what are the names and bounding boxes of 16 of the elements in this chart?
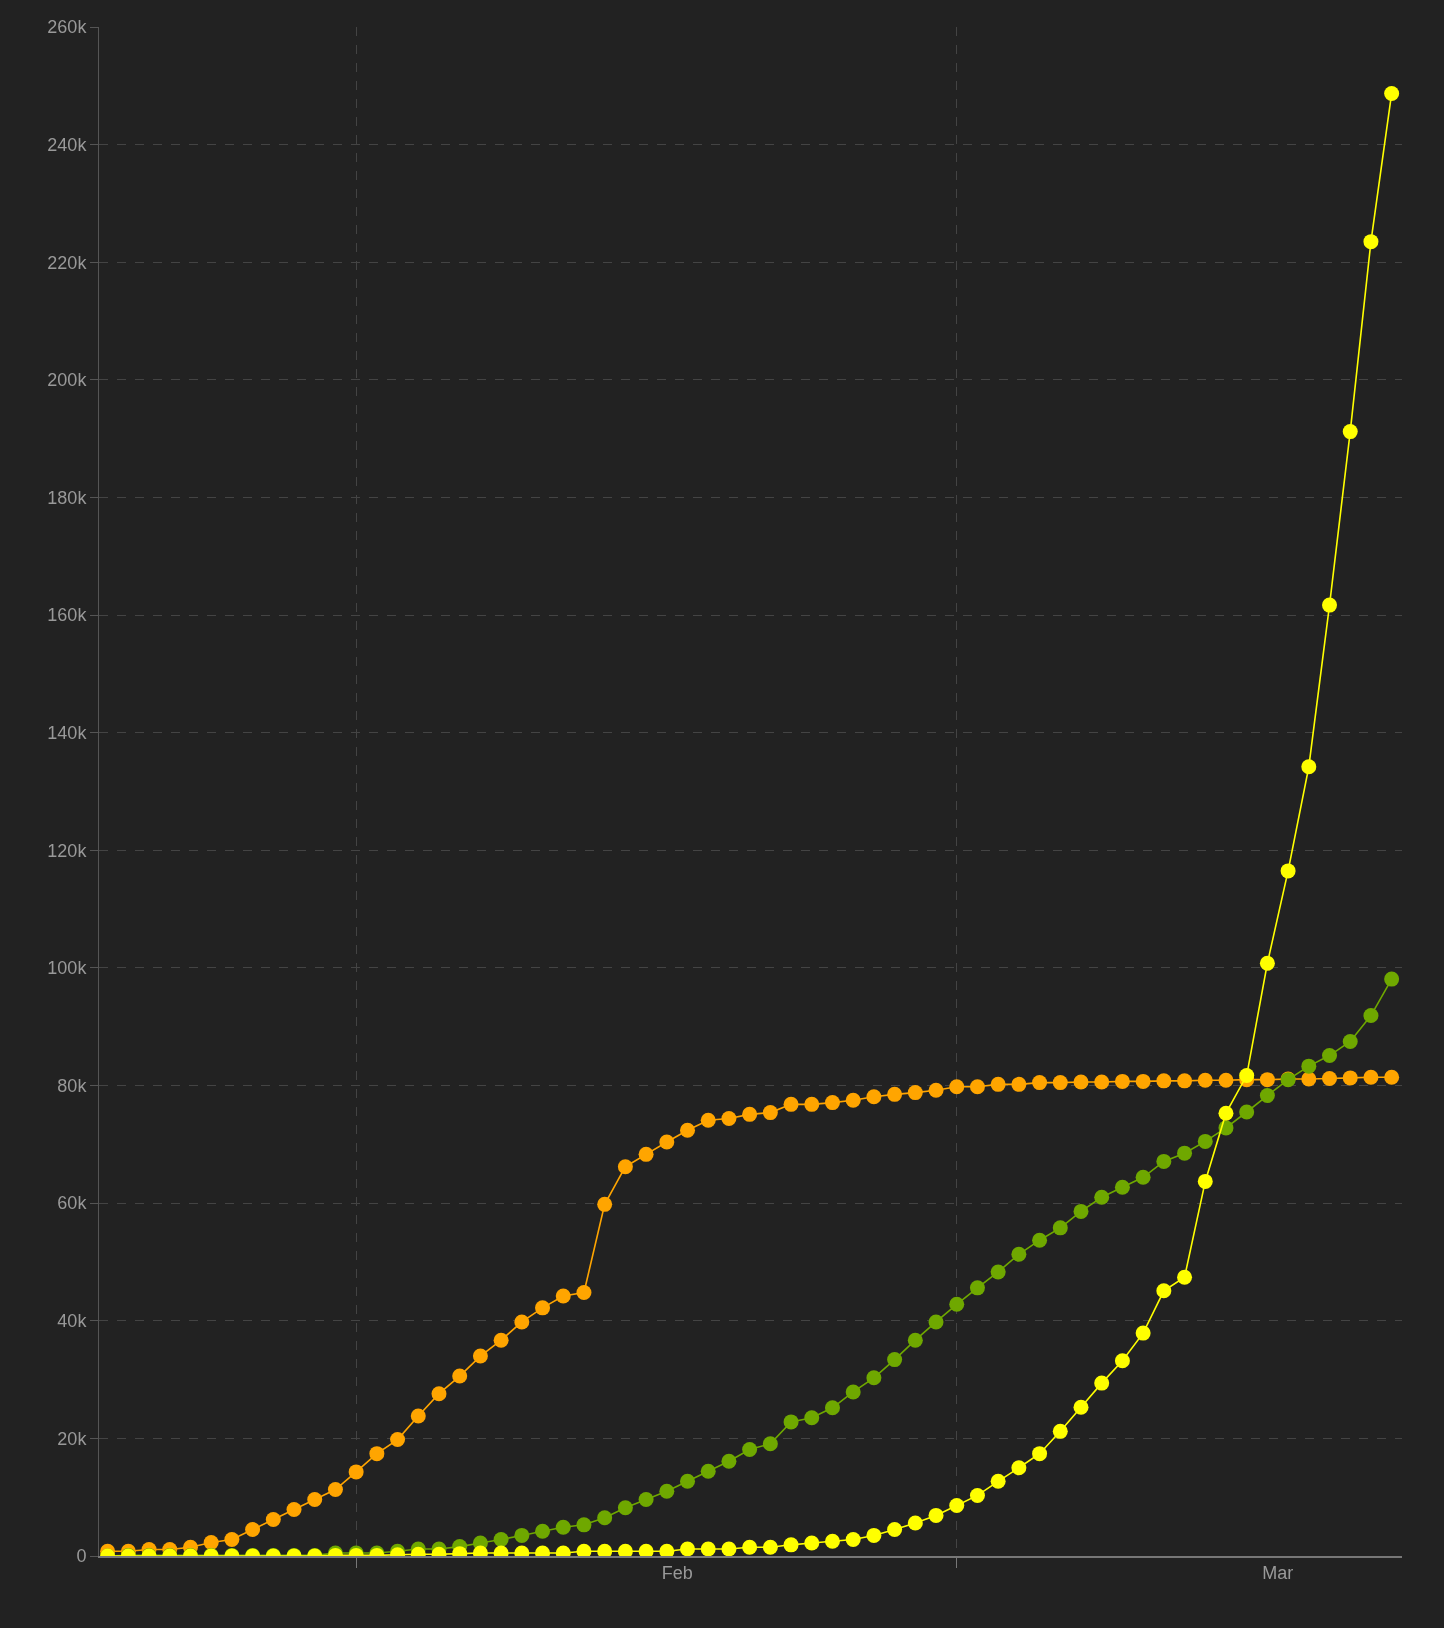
- y-tick-label: 200k: [47, 370, 88, 391]
- y-tick-label: 20k: [57, 1428, 88, 1449]
- y-tick-label: 80k: [57, 1075, 88, 1096]
- y-tick-label: 40k: [57, 1311, 88, 1332]
- y-tick-label: 240k: [47, 134, 88, 155]
- y-tick-label: 140k: [47, 722, 88, 743]
- y-tick-label: 120k: [47, 840, 88, 861]
- y-tick-label: 180k: [47, 487, 88, 508]
- x-tick-label: Feb: [661, 1563, 693, 1584]
- y-tick-label: 60k: [57, 1193, 88, 1214]
- x-tick-label: Mar: [1262, 1563, 1294, 1584]
- y-tick-label: 160k: [47, 605, 88, 626]
- y-tick-label: 100k: [47, 958, 88, 979]
- y-tick-label: 260k: [47, 17, 88, 38]
- y-tick-label: 220k: [47, 252, 88, 273]
- y-tick-label: 0: [76, 1546, 87, 1567]
